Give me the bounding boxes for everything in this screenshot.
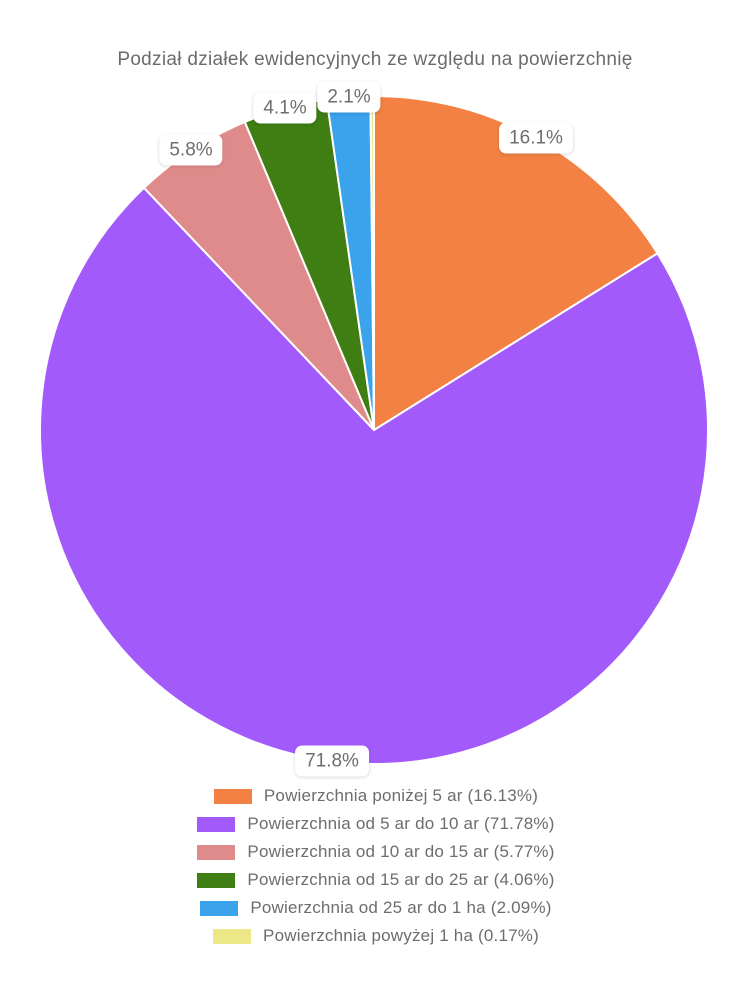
legend-item-2[interactable]: Powierzchnia od 5 ar do 10 ar (71.78%) (195, 814, 554, 834)
chart-title: Podział działek ewidencyjnych ze względu… (117, 49, 633, 70)
slice-percent-label: 2.1% (317, 81, 381, 113)
legend-swatch (195, 870, 238, 890)
legend-item-4[interactable]: Powierzchnia od 15 ar do 25 ar (4.06%) (195, 870, 554, 890)
legend-label: Powierzchnia od 10 ar do 15 ar (5.77%) (247, 842, 555, 861)
legend-item-3[interactable]: Powierzchnia od 10 ar do 15 ar (5.77%) (195, 842, 554, 862)
slice-percent-label: 5.8% (159, 134, 223, 166)
legend-swatch (198, 898, 241, 918)
legend-swatch (195, 842, 238, 862)
legend: Powierzchnia poniżej 5 ar (16.13%) Powier… (0, 786, 750, 946)
slice-percent-label: 16.1% (499, 122, 573, 154)
legend-swatch (211, 926, 254, 946)
legend-label: Powierzchnia od 5 ar do 10 ar (71.78%) (247, 814, 555, 833)
legend-label: Powierzchnia poniżej 5 ar (16.13%) (263, 786, 539, 805)
legend-swatch (211, 786, 254, 806)
legend-item-5[interactable]: Powierzchnia od 25 ar do 1 ha (2.09%) (198, 898, 551, 918)
legend-item-6[interactable]: Powierzchnia powyżej 1 ha (0.17%) (211, 926, 539, 946)
slice-percent-label: 4.1% (253, 92, 317, 124)
legend-item-1[interactable]: Powierzchnia poniżej 5 ar (16.13%) (211, 786, 539, 806)
legend-label: Powierzchnia od 15 ar do 25 ar (4.06%) (247, 870, 555, 889)
legend-label: Powierzchnia od 25 ar do 1 ha (2.09%) (250, 898, 552, 917)
legend-label: Powierzchnia powyżej 1 ha (0.17%) (263, 926, 539, 945)
slice-percent-label: 71.8% (295, 745, 369, 777)
legend-swatch (195, 814, 238, 834)
